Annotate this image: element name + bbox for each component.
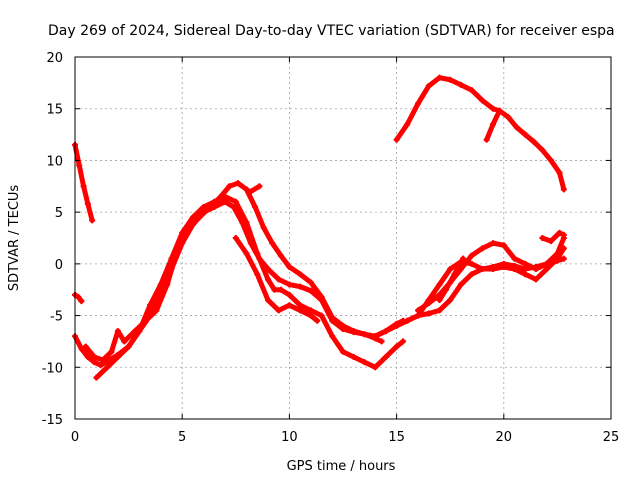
point-trace bbox=[308, 279, 325, 300]
x-tick-label: 20 bbox=[496, 430, 513, 445]
series-track-9 bbox=[483, 107, 503, 143]
point-trace bbox=[554, 245, 567, 262]
point-trace bbox=[415, 83, 432, 107]
y-axis-ticks: -15 -10 -5 0 5 10 15 20 bbox=[42, 51, 611, 428]
y-tick-label: 0 bbox=[55, 258, 63, 273]
series-track-8 bbox=[393, 74, 567, 193]
point-trace bbox=[136, 302, 153, 334]
point-trace bbox=[548, 157, 563, 176]
plot-frame bbox=[74, 56, 612, 420]
point-trace bbox=[269, 240, 284, 259]
x-tick-label: 10 bbox=[281, 430, 298, 445]
point-trace bbox=[261, 225, 275, 246]
data-point bbox=[314, 317, 321, 324]
point-trace bbox=[153, 282, 170, 313]
point-trace bbox=[76, 163, 87, 189]
chart-title: Day 269 of 2024, Sidereal Day-to-day VTE… bbox=[48, 23, 615, 39]
point-trace bbox=[72, 142, 82, 169]
point-trace bbox=[158, 256, 174, 288]
point-trace bbox=[394, 121, 410, 143]
x-axis-ticks: 0 5 10 15 20 25 bbox=[71, 57, 619, 445]
x-tick-label: 0 bbox=[71, 430, 79, 445]
data-point bbox=[560, 255, 567, 262]
series-track-6 bbox=[232, 235, 321, 324]
point-trace bbox=[244, 219, 260, 257]
y-tick-label: 5 bbox=[55, 206, 63, 221]
x-axis-label: GPS time / hours bbox=[287, 459, 396, 474]
data-point bbox=[560, 186, 567, 193]
point-trace bbox=[443, 271, 457, 293]
point-trace bbox=[233, 235, 250, 257]
point-trace bbox=[451, 256, 466, 277]
point-trace bbox=[319, 313, 335, 339]
data-point bbox=[560, 231, 567, 238]
y-axis-label: SDTVAR / TECUs bbox=[7, 185, 22, 292]
point-trace bbox=[554, 235, 567, 257]
y-tick-label: -5 bbox=[50, 310, 63, 325]
point-trace bbox=[501, 242, 518, 262]
data-point bbox=[496, 107, 503, 114]
point-trace bbox=[458, 253, 475, 272]
point-trace bbox=[484, 121, 496, 143]
series-track-2 bbox=[72, 291, 85, 305]
point-trace bbox=[447, 282, 464, 303]
point-trace bbox=[436, 266, 453, 288]
point-trace bbox=[179, 214, 196, 236]
y-tick-label: 20 bbox=[46, 51, 63, 66]
x-tick-label: 15 bbox=[388, 430, 405, 445]
point-trace bbox=[244, 251, 260, 277]
y-tick-label: 15 bbox=[46, 103, 63, 118]
data-point bbox=[89, 217, 96, 224]
data-markers bbox=[72, 74, 567, 381]
series-track-4 bbox=[82, 180, 407, 364]
series-track-14 bbox=[539, 229, 567, 245]
point-trace bbox=[126, 328, 142, 350]
y-tick-label: -10 bbox=[42, 361, 63, 376]
data-point bbox=[460, 255, 467, 262]
y-tick-label: 10 bbox=[46, 154, 63, 169]
point-trace bbox=[329, 333, 346, 355]
data-point bbox=[78, 298, 85, 305]
point-trace bbox=[319, 294, 335, 321]
y-tick-label: -15 bbox=[42, 413, 63, 428]
x-tick-label: 5 bbox=[178, 430, 186, 445]
point-trace bbox=[490, 108, 503, 127]
point-trace bbox=[231, 204, 245, 225]
point-trace bbox=[252, 204, 267, 231]
point-trace bbox=[426, 282, 442, 303]
data-point bbox=[256, 183, 263, 190]
point-trace bbox=[108, 328, 121, 355]
series-track-13 bbox=[436, 255, 467, 304]
series-track-7 bbox=[247, 183, 263, 195]
series-track-1 bbox=[72, 141, 96, 224]
point-trace bbox=[168, 230, 185, 262]
grid-lines bbox=[75, 57, 611, 419]
point-trace bbox=[164, 245, 181, 288]
point-trace bbox=[147, 282, 164, 308]
point-trace bbox=[254, 271, 271, 303]
point-trace bbox=[254, 251, 271, 282]
point-trace bbox=[404, 101, 421, 127]
series-track-5 bbox=[93, 193, 407, 381]
data-point bbox=[400, 338, 407, 345]
series-track-12 bbox=[372, 255, 567, 340]
point-trace bbox=[233, 199, 250, 225]
x-tick-label: 25 bbox=[603, 430, 620, 445]
point-trace bbox=[239, 219, 254, 246]
data-point bbox=[378, 338, 385, 345]
